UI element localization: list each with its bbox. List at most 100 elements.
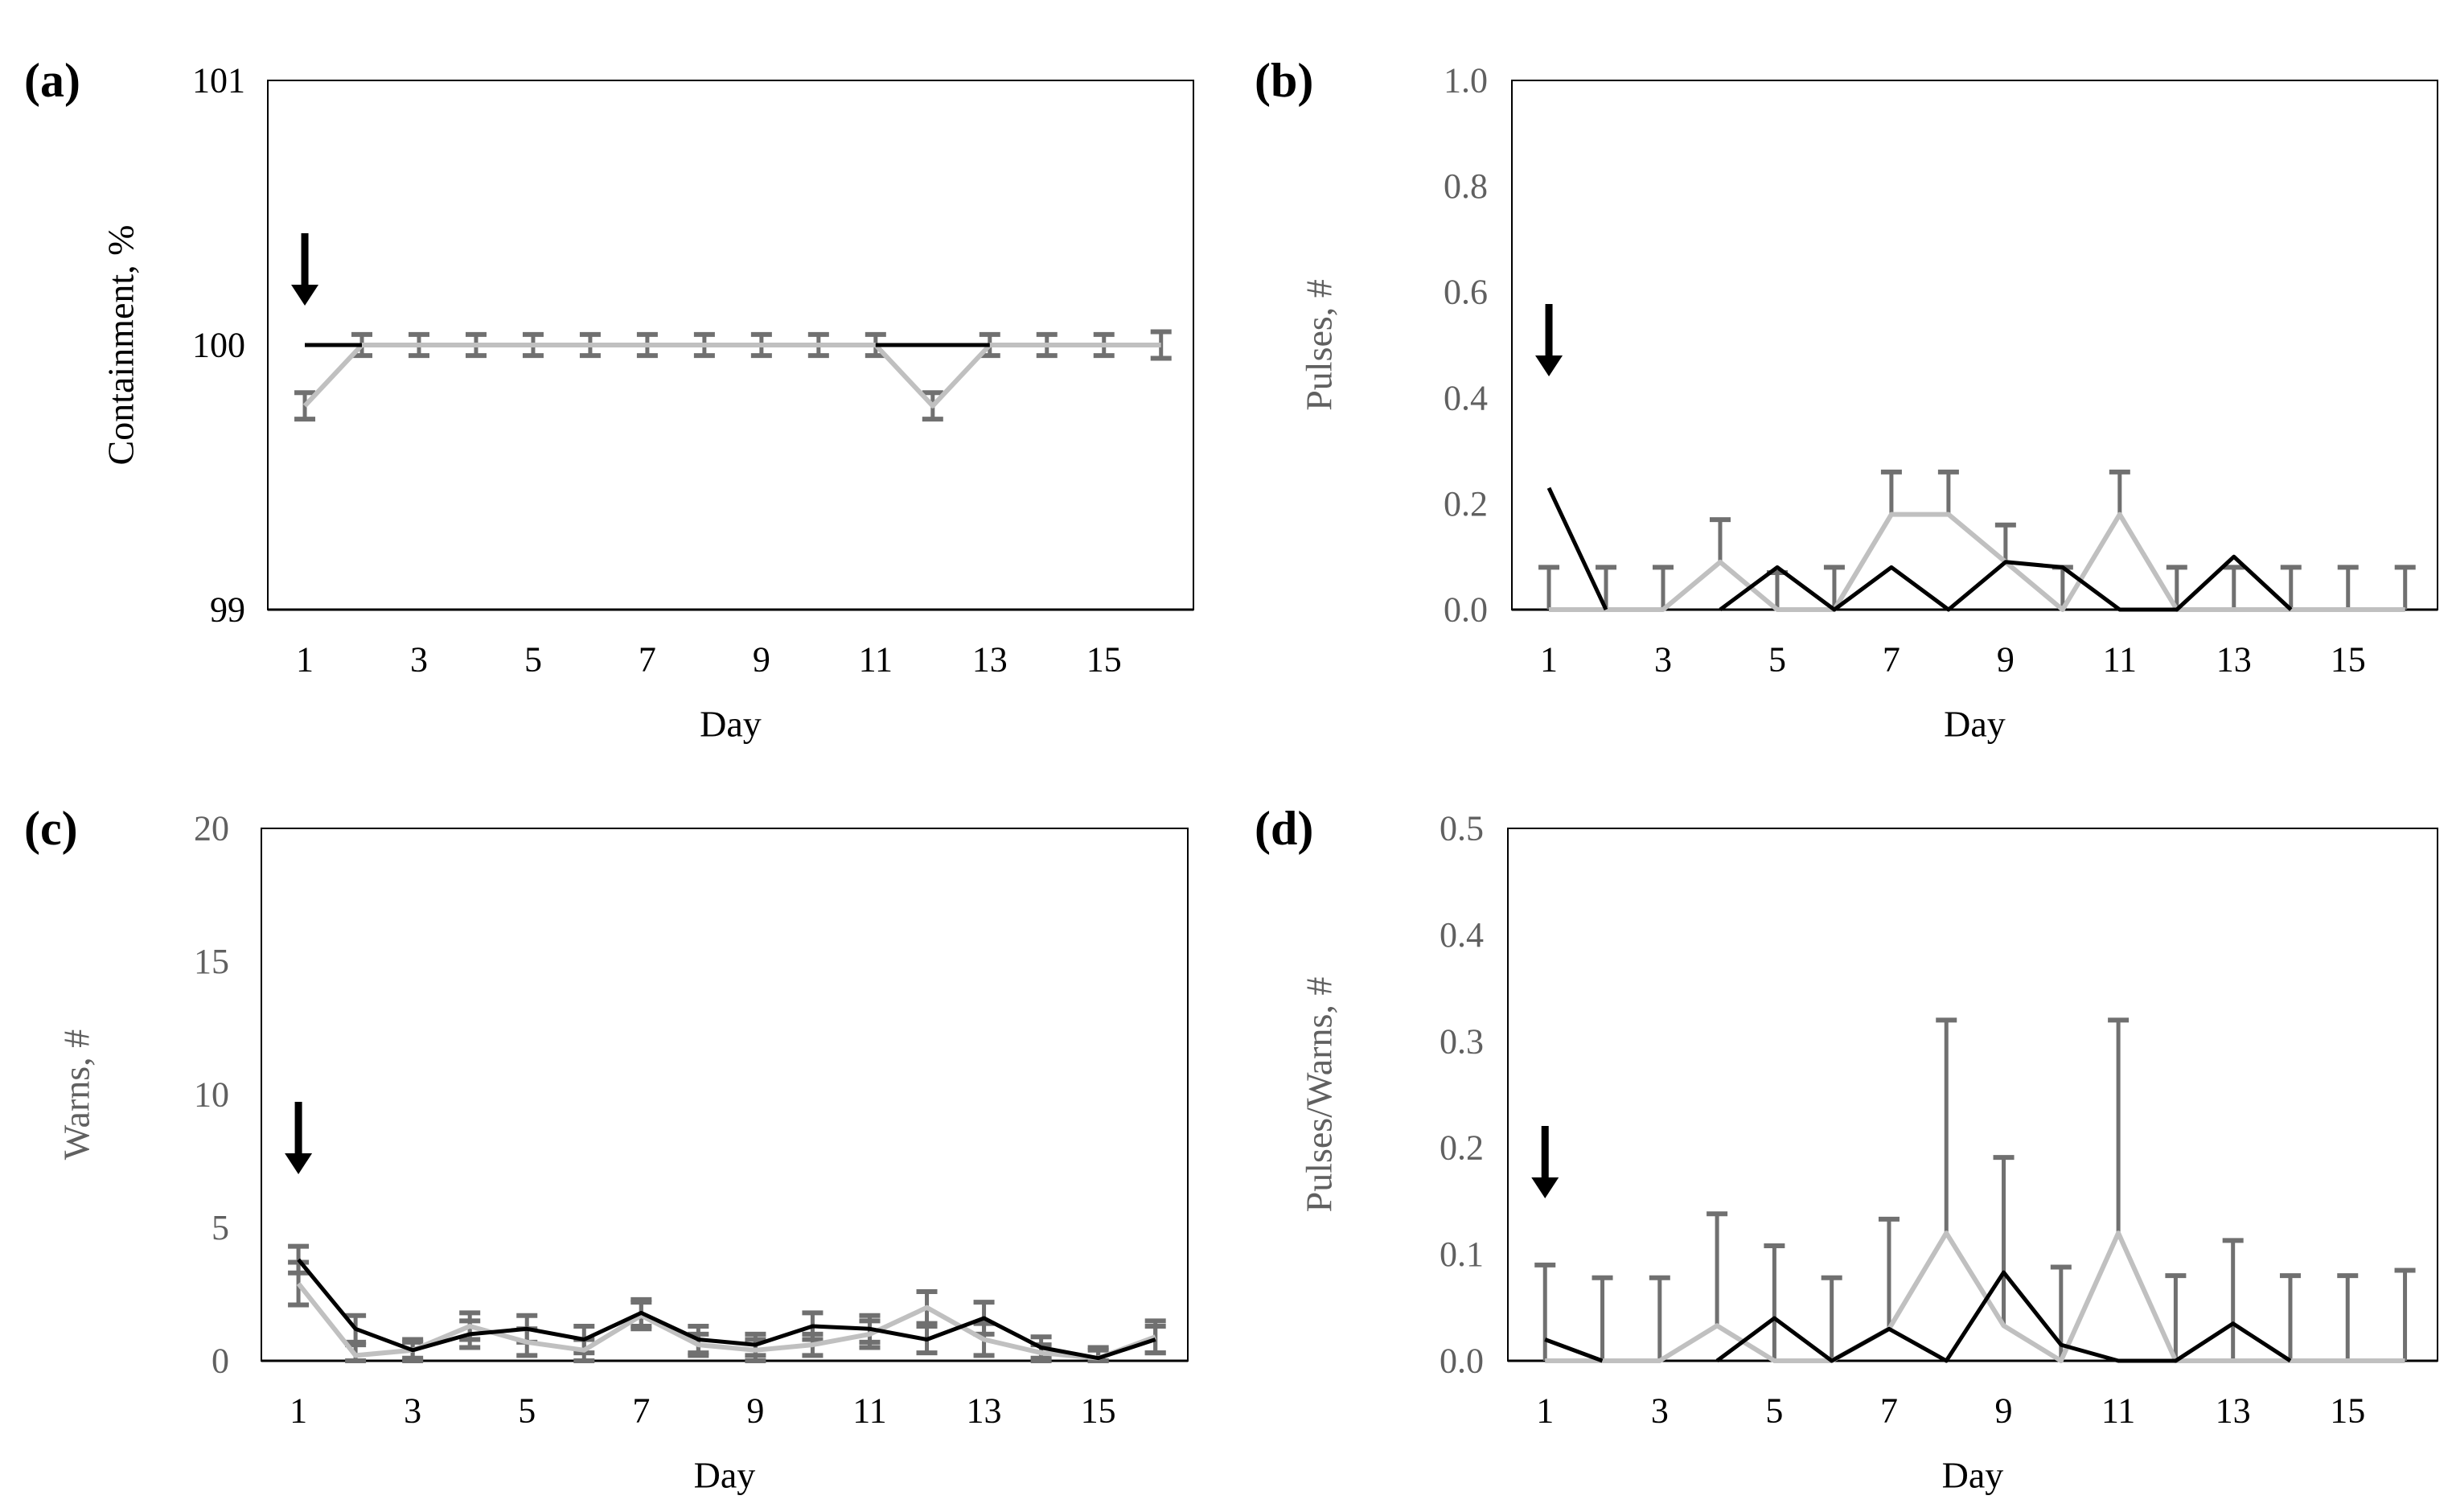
arrow-icon — [291, 233, 319, 306]
error-bar — [2223, 565, 2245, 610]
error-bar — [1652, 565, 1674, 610]
x-tick-label: 7 — [639, 640, 656, 680]
x-tick-label: 7 — [1880, 1391, 1898, 1431]
error-bar — [1880, 469, 1902, 515]
y-axis-title: Containment, % — [101, 225, 142, 466]
error-bar — [2108, 1017, 2130, 1234]
series-line-light — [302, 343, 1161, 409]
series-line-dark — [297, 1258, 1156, 1361]
x-tick-label: 3 — [1651, 1391, 1669, 1431]
series-line-dark — [1546, 487, 2293, 612]
error-bar — [1709, 517, 1731, 562]
x-tick-label: 15 — [1081, 1391, 1116, 1431]
y-axis-title: Pulses/Warns, # — [1299, 977, 1340, 1213]
error-bar — [2337, 565, 2359, 610]
plot-frame — [1507, 828, 2438, 1362]
x-tick-label: 5 — [518, 1391, 536, 1431]
x-axis-title: Day — [700, 704, 762, 745]
x-tick-label: 13 — [967, 1391, 1002, 1431]
x-tick-label: 9 — [1995, 1391, 2013, 1431]
arrow-icon — [1531, 1126, 1559, 1198]
x-tick-label: 11 — [2101, 1391, 2135, 1431]
error-bar — [1707, 1211, 1728, 1326]
y-tick-label: 20 — [194, 809, 229, 848]
y-tick-label: 0.8 — [1444, 166, 1488, 206]
x-tick-label: 13 — [2216, 1391, 2251, 1431]
x-tick-label: 1 — [296, 640, 314, 680]
x-tick-label: 1 — [1540, 640, 1558, 680]
x-tick-label: 11 — [2103, 640, 2137, 680]
x-axis-title: Day — [694, 1455, 756, 1496]
x-axis-title: Day — [1944, 704, 2006, 745]
panel-label: (b) — [1255, 54, 1313, 107]
x-tick-label: 15 — [2330, 1391, 2365, 1431]
y-axis-title: Warns, # — [56, 1029, 97, 1160]
x-tick-label: 9 — [753, 640, 770, 680]
error-bar — [1764, 1243, 1785, 1361]
x-tick-label: 5 — [524, 640, 542, 680]
y-tick-label: 0.2 — [1444, 484, 1488, 524]
x-tick-label: 1 — [290, 1391, 307, 1431]
y-tick-label: 5 — [212, 1208, 229, 1247]
series-line-light — [1549, 512, 2405, 612]
panel-label: (a) — [24, 54, 80, 107]
error-bar — [1150, 329, 1172, 361]
x-tick-label: 11 — [852, 1391, 886, 1431]
error-bar — [2337, 1273, 2359, 1361]
y-tick-label: 0 — [212, 1341, 229, 1381]
error-bar — [1823, 565, 1845, 610]
error-bar — [1649, 1275, 1670, 1361]
error-bar — [1821, 1275, 1842, 1361]
x-tick-label: 3 — [1654, 640, 1672, 680]
x-tick-label: 1 — [1536, 1391, 1554, 1431]
x-tick-label: 11 — [859, 640, 893, 680]
x-tick-label: 7 — [1883, 640, 1900, 680]
error-bar — [1534, 1262, 1556, 1361]
y-tick-label: 0.3 — [1440, 1021, 1484, 1061]
chart-panel-b: (b)0.00.20.40.60.81.01 3 5 7 9 11 13 15DayPulse… — [1255, 54, 2438, 745]
x-tick-label: 9 — [746, 1391, 764, 1431]
error-bar — [2166, 565, 2187, 610]
panel-label: (d) — [1255, 802, 1313, 855]
y-tick-label: 1.0 — [1444, 61, 1488, 101]
x-tick-label: 13 — [972, 640, 1008, 680]
error-bar — [1538, 565, 1560, 610]
error-bar — [1592, 1275, 1613, 1361]
plot-frame — [1511, 80, 2438, 610]
chart-panel-d: (d)0.00.10.20.30.40.51 3 5 7 9 11 13 15DayPulse… — [1255, 802, 2438, 1496]
y-tick-label: 0.4 — [1444, 378, 1488, 417]
x-tick-label: 15 — [1086, 640, 1122, 680]
y-tick-label: 99 — [210, 590, 245, 630]
x-axis-title: Day — [1942, 1455, 2004, 1496]
error-bar — [1937, 469, 1959, 515]
y-tick-label: 101 — [192, 61, 245, 101]
x-tick-label: 3 — [410, 640, 428, 680]
error-bar — [2394, 1268, 2416, 1361]
x-tick-label: 5 — [1765, 1391, 1783, 1431]
y-tick-label: 15 — [194, 942, 229, 981]
x-tick-label: 7 — [632, 1391, 650, 1431]
y-tick-label: 0.1 — [1440, 1235, 1484, 1274]
y-tick-label: 100 — [192, 326, 245, 365]
plot-frame — [261, 828, 1189, 1362]
y-axis-title: Pulses, # — [1299, 279, 1340, 411]
panel-label: (c) — [24, 802, 78, 855]
y-tick-label: 10 — [194, 1075, 229, 1115]
error-bar — [1596, 565, 1617, 610]
error-bar — [2165, 1273, 2187, 1361]
y-tick-label: 0.4 — [1440, 915, 1484, 955]
y-tick-label: 0.2 — [1440, 1128, 1484, 1168]
error-bar — [2280, 565, 2302, 610]
y-tick-label: 0.0 — [1444, 590, 1488, 630]
y-tick-label: 0.5 — [1440, 809, 1484, 848]
x-tick-label: 9 — [1997, 640, 2015, 680]
error-bar — [1878, 1216, 1900, 1329]
series-line-light — [1545, 1231, 2405, 1363]
error-bar — [2394, 565, 2416, 610]
arrow-icon — [285, 1102, 313, 1174]
x-tick-label: 3 — [404, 1391, 421, 1431]
y-tick-label: 0.6 — [1444, 273, 1488, 312]
error-bar — [2109, 469, 2130, 515]
